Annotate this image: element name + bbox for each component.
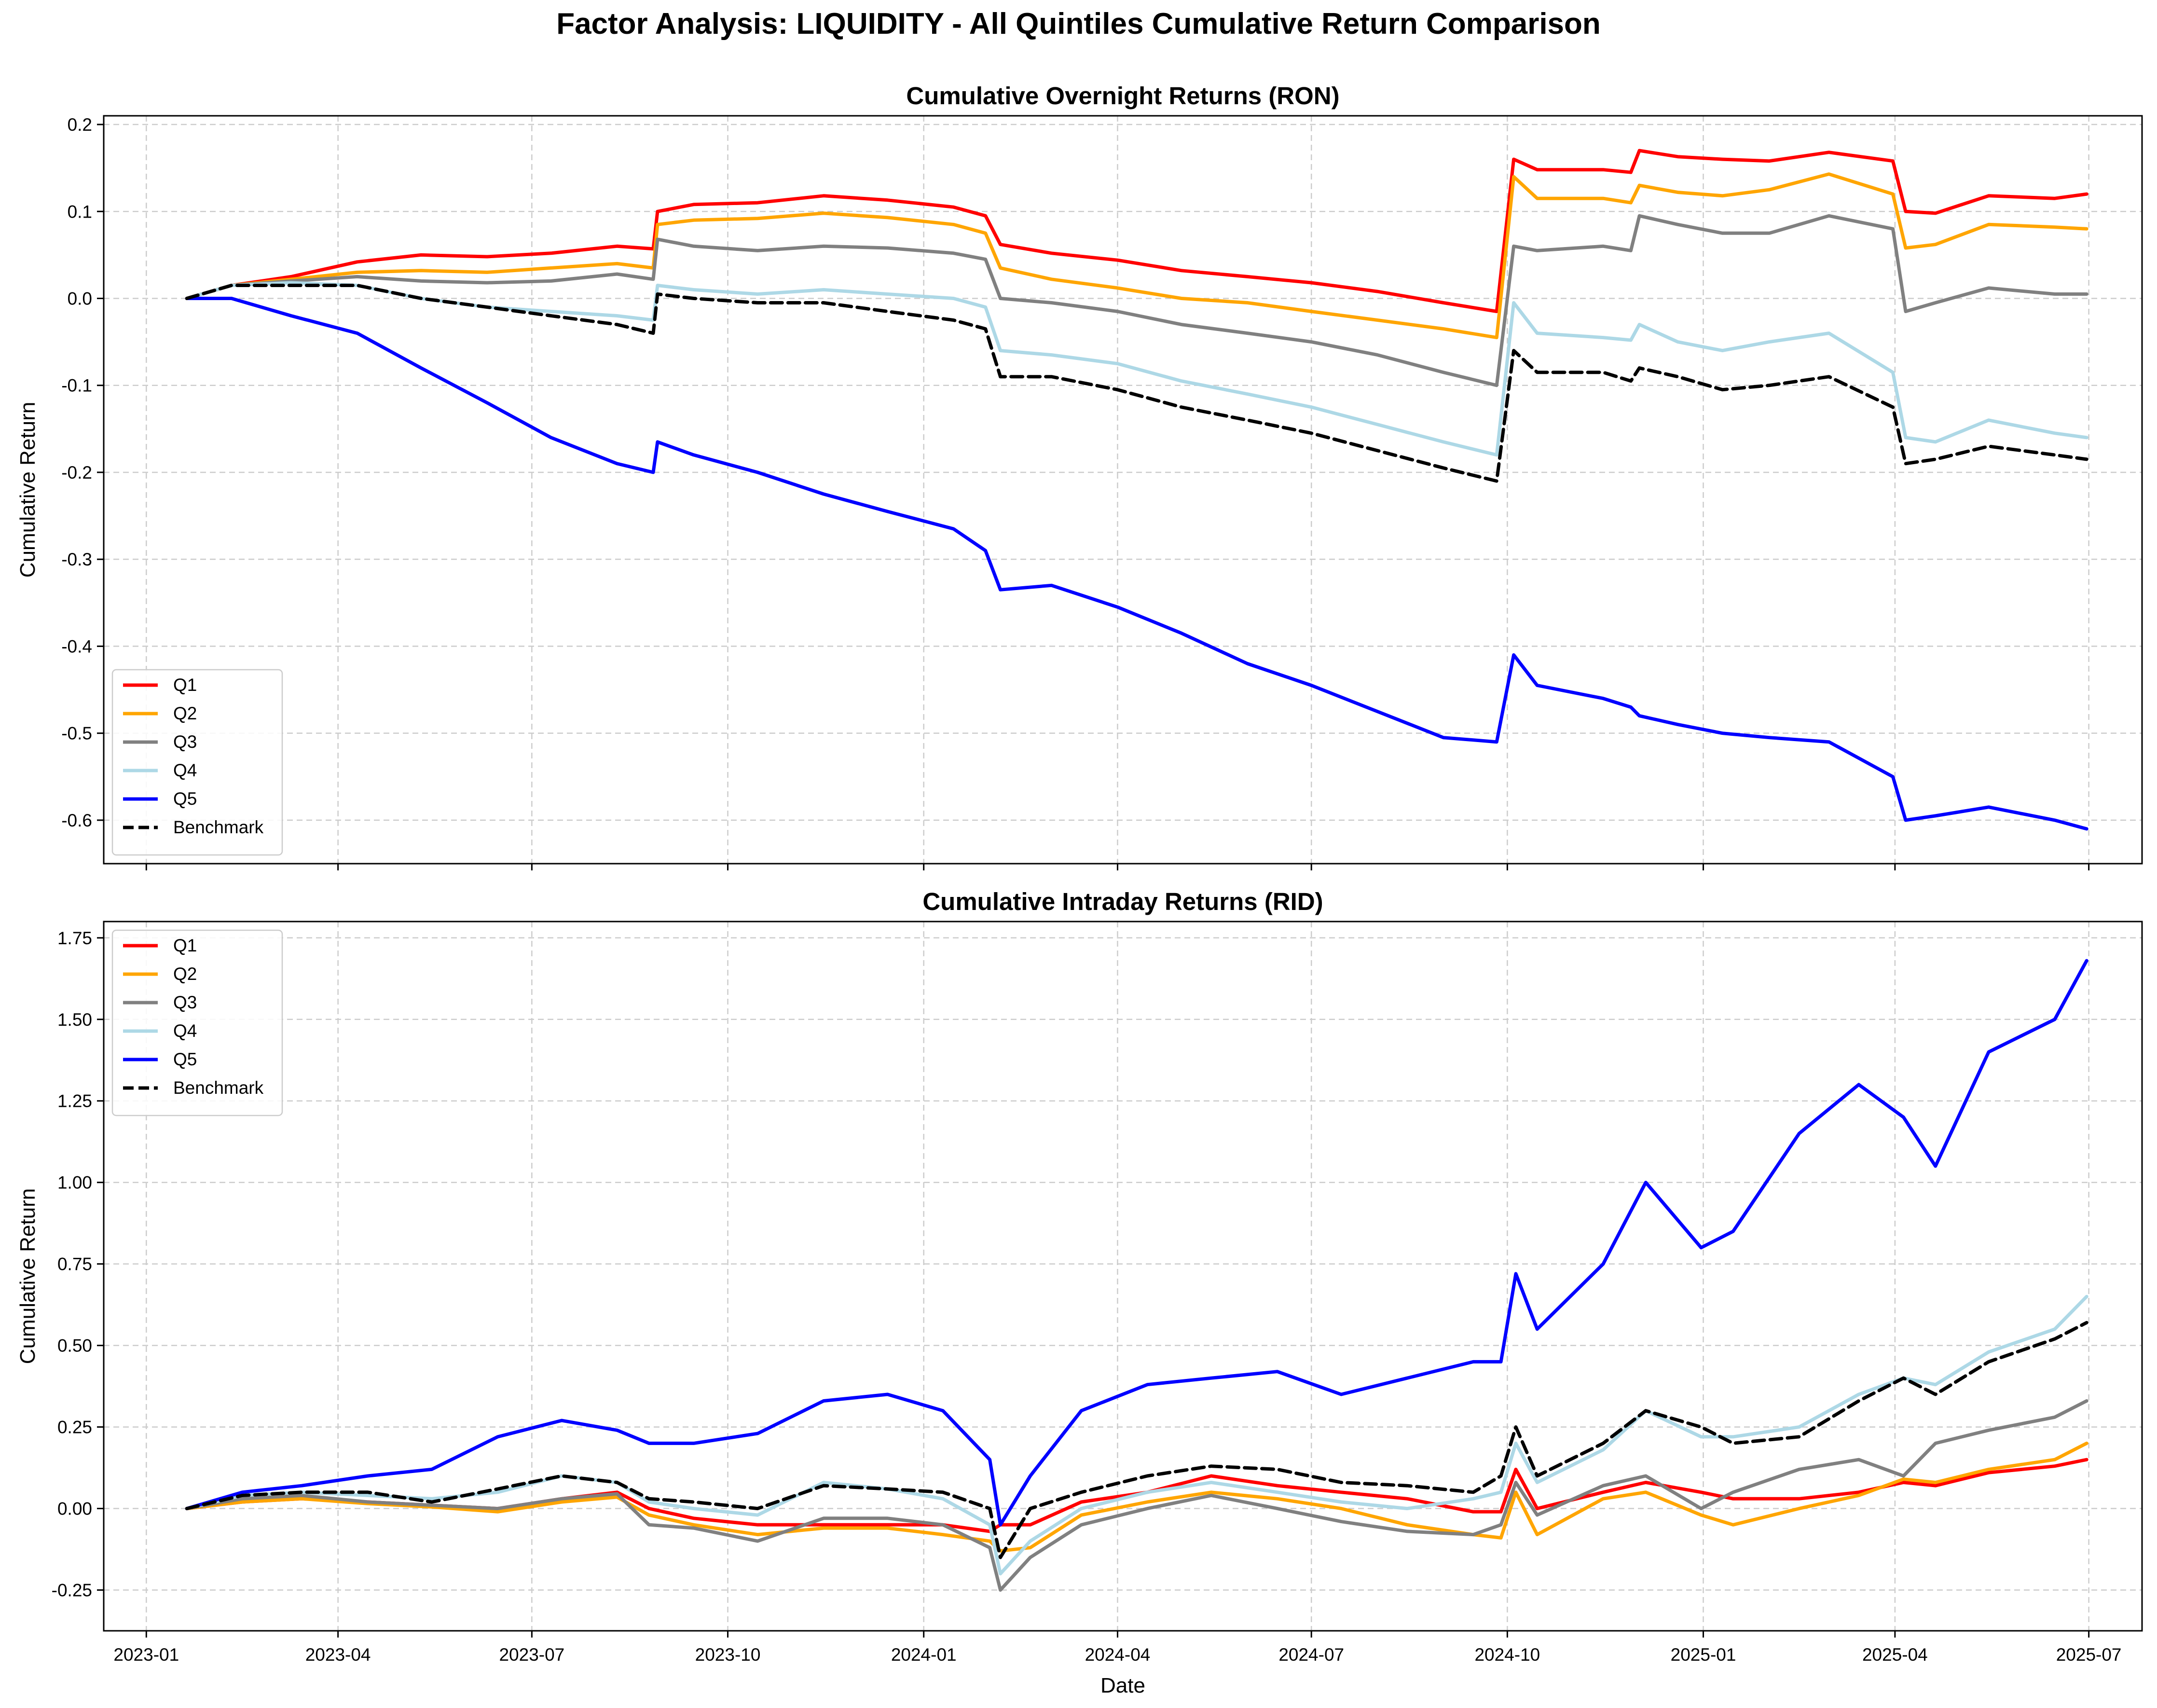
y-tick-label: -0.4 [61, 636, 92, 656]
x-tick-label: 2025-07 [2056, 1645, 2122, 1665]
y-axis-label: Cumulative Return [16, 1188, 40, 1364]
legend-label: Q1 [173, 936, 197, 955]
legend-label: Q5 [173, 789, 197, 809]
x-tick-label: 2025-01 [1671, 1645, 1736, 1665]
legend: Q1 Q2 Q3 Q4 Q5 Benchmark [111, 929, 283, 1116]
series-line-q2 [185, 1441, 2088, 1553]
y-tick-label: 1.00 [57, 1173, 92, 1193]
legend-label: Q3 [173, 732, 197, 752]
legend-box [111, 929, 283, 1116]
panel-title: Cumulative Intraday Returns (RID) [922, 888, 1323, 915]
series-line-q3 [185, 1399, 2088, 1592]
legend-label: Q2 [173, 703, 197, 723]
series-line-q4 [185, 1295, 2088, 1576]
series-line-q1 [185, 149, 2088, 313]
y-tick-label: 0.25 [57, 1418, 92, 1437]
y-tick-label: 0.1 [68, 202, 92, 221]
y-tick-label: 0.75 [57, 1254, 92, 1274]
y-tick-label: 1.25 [57, 1091, 92, 1111]
y-tick-label: -0.3 [61, 550, 92, 569]
legend-label: Benchmark [173, 817, 264, 837]
series-line-q5 [185, 297, 2088, 831]
figure-title: Factor Analysis: LIQUIDITY - All Quintil… [556, 7, 1601, 41]
y-tick-label: -0.2 [61, 463, 92, 482]
x-tick-label: 2023-07 [499, 1645, 564, 1665]
legend: Q1 Q2 Q3 Q4 Q5 Benchmark [111, 669, 283, 856]
x-tick-label: 2024-07 [1278, 1645, 1344, 1665]
x-tick-label: 2023-10 [695, 1645, 761, 1665]
plot-frame [103, 115, 2143, 865]
y-tick-label: 0.0 [68, 289, 92, 308]
y-tick-label: 0.50 [57, 1336, 92, 1356]
x-tick-label: 2024-01 [891, 1645, 957, 1665]
x-axis-label: Date [1100, 1674, 1145, 1697]
y-tick-label: 0.00 [57, 1499, 92, 1519]
series-line-q5 [185, 959, 2088, 1527]
panel-overnight: 0.2 0.1 0.0 -0.1 -0.2 -0.3 -0.4 -0.5 -0.6 Cumulat… [16, 82, 2143, 870]
y-tick-label: -0.5 [61, 724, 92, 744]
series-line-benchmark [185, 1321, 2088, 1559]
plot-frame [103, 921, 2143, 1632]
x-tick-label: 2024-04 [1085, 1645, 1151, 1665]
y-axis-label: Cumulative Return [16, 402, 40, 578]
series-line-q2 [185, 172, 2088, 340]
legend-label: Q1 [173, 675, 197, 695]
y-tick-label: -0.25 [52, 1581, 92, 1600]
y-tick-label: -0.6 [61, 811, 92, 830]
y-tick-label: 0.2 [68, 115, 92, 135]
series-line-q4 [185, 281, 2088, 457]
y-tick-label: 1.75 [57, 928, 92, 948]
legend-label: Q4 [173, 760, 197, 780]
x-tick-label: 2025-04 [1862, 1645, 1928, 1665]
series-line-q3 [185, 214, 2088, 387]
legend-label: Benchmark [173, 1078, 264, 1098]
x-tick-label: 2024-10 [1474, 1645, 1540, 1665]
legend-label: Q5 [173, 1049, 197, 1069]
legend-label: Q2 [173, 964, 197, 984]
panel-intraday: 2023-01 2023-04 2023-07 2023-10 2024-01 2024-… [16, 888, 2143, 1697]
legend-label: Q3 [173, 992, 197, 1012]
legend-label: Q4 [173, 1021, 197, 1041]
y-tick-label: 1.50 [57, 1010, 92, 1030]
legend-box [111, 669, 283, 856]
series-line-benchmark [185, 284, 2088, 483]
panel-title: Cumulative Overnight Returns (RON) [906, 82, 1339, 110]
y-tick-label: -0.1 [61, 376, 92, 396]
x-tick-label: 2023-01 [113, 1645, 179, 1665]
x-tick-label: 2023-04 [305, 1645, 371, 1665]
